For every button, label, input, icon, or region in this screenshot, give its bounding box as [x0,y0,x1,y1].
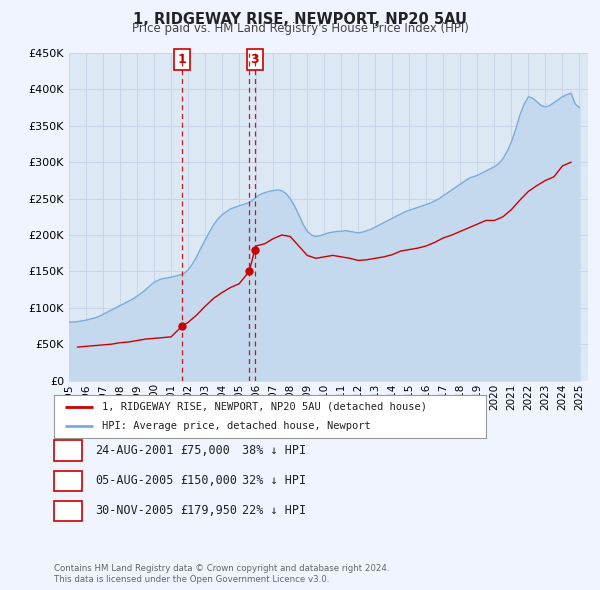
Text: Contains HM Land Registry data © Crown copyright and database right 2024.: Contains HM Land Registry data © Crown c… [54,565,389,573]
Text: 1: 1 [64,444,72,457]
Text: 22% ↓ HPI: 22% ↓ HPI [242,504,307,517]
Text: £179,950: £179,950 [181,504,238,517]
Text: Price paid vs. HM Land Registry's House Price Index (HPI): Price paid vs. HM Land Registry's House … [131,22,469,35]
Text: 3: 3 [64,504,72,517]
Text: 2: 2 [64,474,72,487]
Text: 1, RIDGEWAY RISE, NEWPORT, NP20 5AU: 1, RIDGEWAY RISE, NEWPORT, NP20 5AU [133,12,467,27]
Text: This data is licensed under the Open Government Licence v3.0.: This data is licensed under the Open Gov… [54,575,329,584]
Text: 24-AUG-2001: 24-AUG-2001 [95,444,173,457]
Text: £150,000: £150,000 [181,474,238,487]
Text: 05-AUG-2005: 05-AUG-2005 [95,474,173,487]
Text: 32% ↓ HPI: 32% ↓ HPI [242,474,307,487]
Text: 38% ↓ HPI: 38% ↓ HPI [242,444,307,457]
Text: 1, RIDGEWAY RISE, NEWPORT, NP20 5AU (detached house): 1, RIDGEWAY RISE, NEWPORT, NP20 5AU (det… [101,402,427,412]
Text: 1: 1 [178,53,187,66]
Text: 3: 3 [251,53,259,66]
Text: £75,000: £75,000 [181,444,230,457]
Text: 30-NOV-2005: 30-NOV-2005 [95,504,173,517]
Text: HPI: Average price, detached house, Newport: HPI: Average price, detached house, Newp… [101,421,370,431]
